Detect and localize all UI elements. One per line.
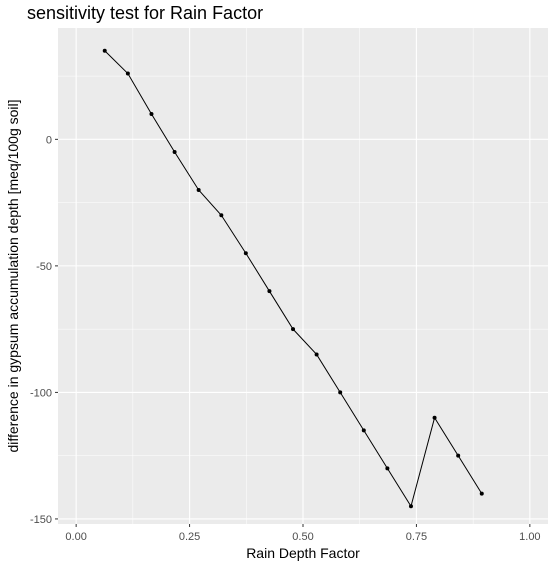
data-point xyxy=(432,415,437,420)
x-tick-label: 0.50 xyxy=(292,531,313,543)
data-point xyxy=(196,187,201,192)
x-tick-label: 0.25 xyxy=(179,531,200,543)
y-tick-label: 0 xyxy=(46,134,52,146)
x-tick-label: 1.00 xyxy=(519,531,540,543)
chart-title: sensitivity test for Rain Factor xyxy=(27,3,264,23)
data-point xyxy=(219,213,224,218)
data-point xyxy=(125,71,130,76)
data-point xyxy=(243,251,248,256)
data-point xyxy=(408,504,413,509)
data-point xyxy=(149,112,154,117)
data-point xyxy=(385,466,390,471)
data-point xyxy=(291,327,296,332)
x-axis-ticks: 0.00 0.25 0.50 0.75 1.00 xyxy=(65,524,541,543)
data-point xyxy=(479,491,484,496)
y-tick-label: -150 xyxy=(30,514,52,526)
x-tick-label: 0.00 xyxy=(65,531,86,543)
data-point xyxy=(267,289,272,294)
y-tick-label: -100 xyxy=(30,387,52,399)
y-tick-label: -50 xyxy=(36,261,52,273)
y-axis-title: difference in gypsum accumulation depth … xyxy=(5,99,21,452)
major-gridlines xyxy=(58,28,548,524)
data-point xyxy=(338,390,343,395)
series-layer xyxy=(102,48,484,509)
data-point xyxy=(314,352,319,357)
data-point xyxy=(456,453,461,458)
y-axis-ticks: -150 -100 -50 0 xyxy=(30,134,58,526)
x-axis-title: Rain Depth Factor xyxy=(246,545,360,561)
data-point xyxy=(102,48,107,53)
data-point xyxy=(172,150,177,154)
x-tick-label: 0.75 xyxy=(406,531,427,543)
data-point xyxy=(361,428,366,433)
